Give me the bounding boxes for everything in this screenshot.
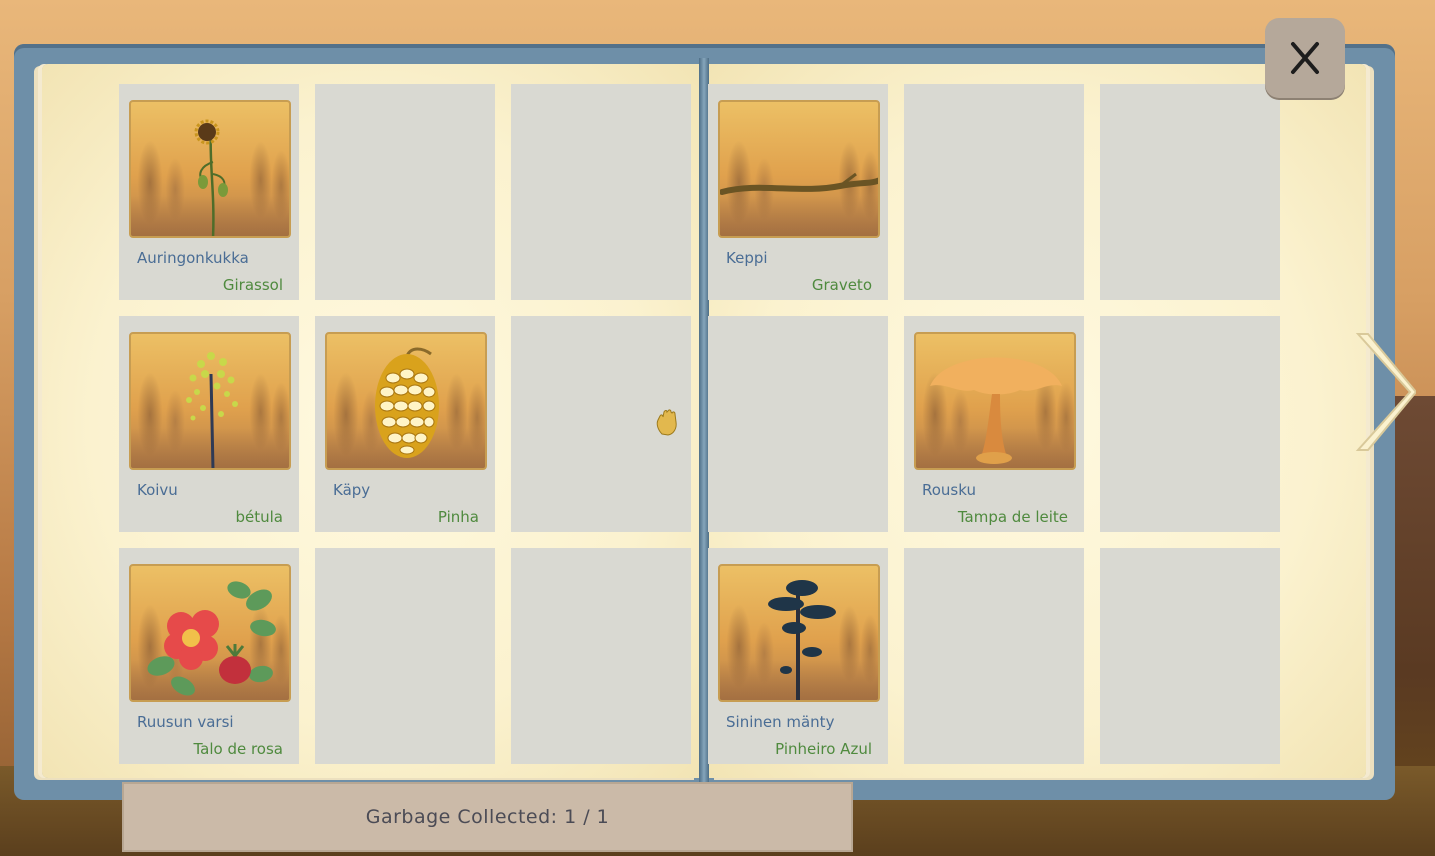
empty-slot: [511, 84, 691, 300]
book-spine: [699, 58, 709, 788]
empty-slot: [904, 548, 1084, 764]
empty-slot: [315, 84, 495, 300]
close-icon: [1291, 42, 1319, 74]
mushroom-icon: [914, 332, 1076, 470]
item-name-portuguese: Talo de rosa: [193, 740, 283, 758]
empty-slot: [1100, 84, 1280, 300]
sunflower-icon: [129, 100, 291, 238]
collection-slot[interactable]: Keppi Graveto: [708, 84, 888, 300]
item-name-portuguese: Pinha: [437, 508, 479, 526]
item-name-finnish: Keppi: [726, 249, 768, 267]
item-name-finnish: Auringonkukka: [137, 249, 249, 267]
chevron-right-icon[interactable]: [1352, 330, 1416, 454]
item-name-finnish: Käpy: [333, 481, 371, 499]
empty-slot: [708, 316, 888, 532]
item-name-portuguese: Pinheiro Azul: [775, 740, 872, 758]
item-name-portuguese: Tampa de leite: [957, 508, 1068, 526]
left-page-grid: Auringonkukka Girassol Koivu bétula: [119, 84, 691, 764]
rose-icon: [129, 564, 291, 702]
hand-cursor-icon: [656, 409, 677, 436]
item-name-portuguese: Girassol: [222, 276, 283, 294]
stick-icon: [718, 100, 880, 238]
right-page-grid: Keppi Graveto Rousku Tampa de leite: [708, 84, 1280, 764]
item-name-portuguese: bétula: [235, 508, 284, 526]
blue-pine-icon: [718, 564, 880, 702]
empty-slot: [1100, 548, 1280, 764]
collection-slot[interactable]: Auringonkukka Girassol: [119, 84, 299, 300]
close-button[interactable]: [1265, 18, 1345, 98]
empty-slot: [904, 84, 1084, 300]
collection-slot[interactable]: Sininen mänty Pinheiro Azul: [708, 548, 888, 764]
collection-slot[interactable]: Rousku Tampa de leite: [904, 316, 1084, 532]
collection-slot[interactable]: Käpy Pinha: [315, 316, 495, 532]
item-name-finnish: Rousku: [922, 481, 976, 499]
pinecone-icon: [325, 332, 487, 470]
garbage-counter-label: Garbage Collected: 1 / 1: [365, 806, 610, 828]
item-name-finnish: Ruusun varsi: [137, 713, 234, 731]
birch-icon: [129, 332, 291, 470]
garbage-counter: Garbage Collected: 1 / 1: [122, 782, 853, 852]
item-name-portuguese: Graveto: [811, 276, 872, 294]
collection-slot[interactable]: Koivu bétula: [119, 316, 299, 532]
empty-slot: [1100, 316, 1280, 532]
empty-slot: [511, 548, 691, 764]
item-name-finnish: Koivu: [137, 481, 178, 499]
collection-slot[interactable]: Ruusun varsi Talo de rosa: [119, 548, 299, 764]
item-name-finnish: Sininen mänty: [726, 713, 835, 731]
empty-slot: [315, 548, 495, 764]
